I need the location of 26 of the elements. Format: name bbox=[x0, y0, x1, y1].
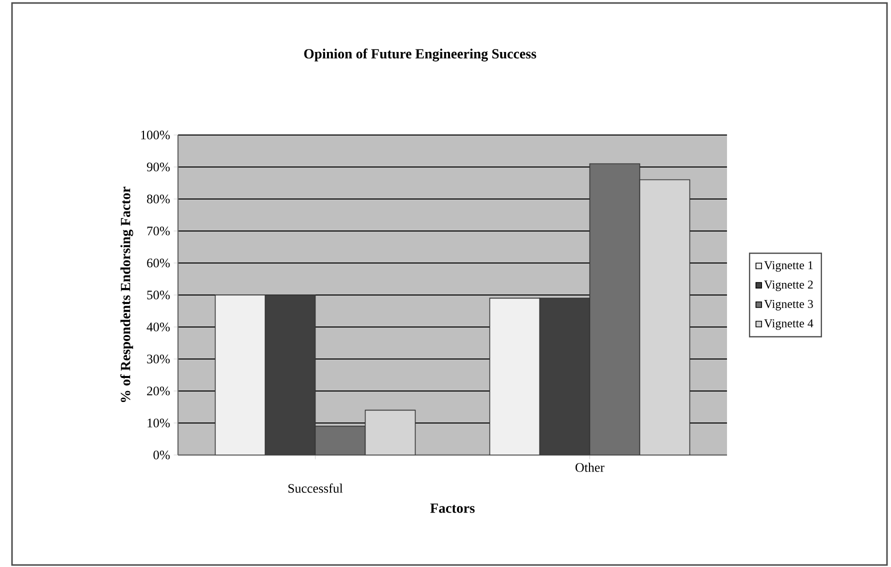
y-tick-label: 70% bbox=[147, 226, 170, 236]
legend-label: Vignette 3 bbox=[764, 300, 813, 310]
y-tick-label: 100% bbox=[141, 130, 170, 140]
bar bbox=[539, 298, 590, 455]
legend-label: Vignette 2 bbox=[764, 280, 813, 292]
y-tick-label: 20% bbox=[147, 386, 170, 396]
bar bbox=[489, 298, 540, 455]
bar bbox=[364, 410, 416, 455]
y-tick-label: 60% bbox=[147, 258, 170, 268]
y-tick-label: 40% bbox=[146, 322, 170, 332]
y-tick-label: 80% bbox=[146, 194, 170, 204]
y-tick-label: 10% bbox=[148, 418, 170, 428]
y-tick-label: 90% bbox=[146, 162, 170, 172]
x-axis-title: Factors bbox=[430, 504, 475, 513]
y-tick-label: 0% bbox=[153, 450, 170, 460]
x-tick-label: Successful bbox=[288, 484, 343, 493]
x-tick-label: Other bbox=[576, 462, 604, 472]
y-tick-label: 50% bbox=[147, 290, 170, 300]
bar bbox=[264, 294, 316, 455]
bar bbox=[639, 179, 690, 455]
y-axis-title: % of Respondents Endorsing Factor bbox=[120, 186, 134, 402]
bar bbox=[214, 294, 266, 455]
legend-label: Vignette 4 bbox=[764, 319, 814, 330]
y-tick-label: 30% bbox=[147, 354, 170, 364]
chart-title: Opinion of Future Engineering Success bbox=[304, 48, 536, 62]
legend-label: Vignette 1 bbox=[764, 261, 813, 272]
